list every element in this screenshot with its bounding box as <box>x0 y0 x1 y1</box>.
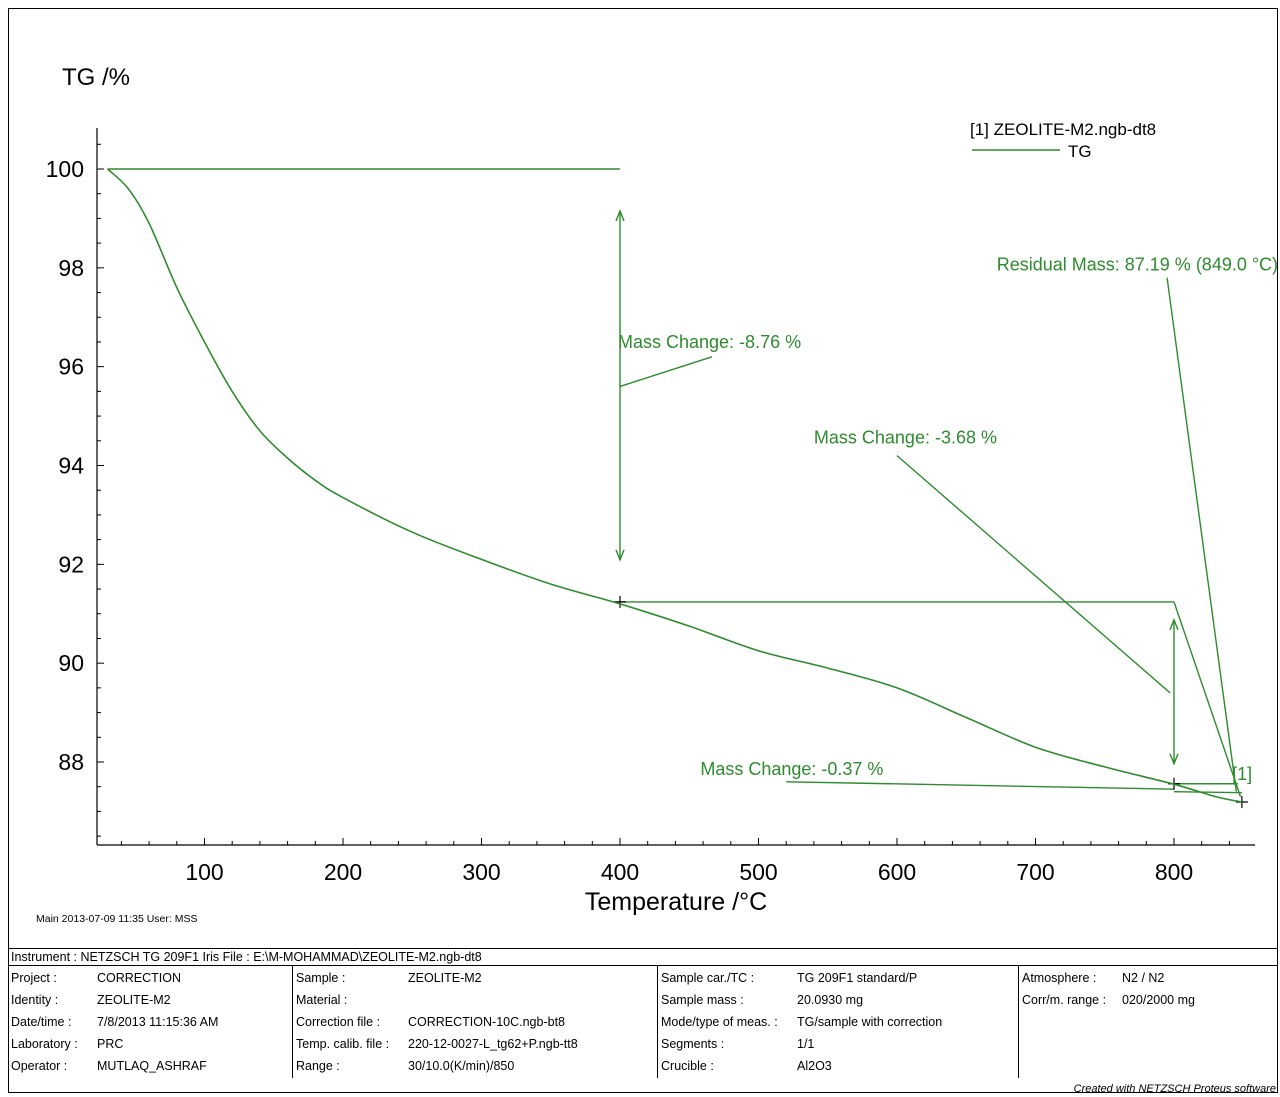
x-tick-label: 400 <box>601 859 639 885</box>
step1-arrow-head-down <box>615 549 625 562</box>
info-col3-key: Mode/type of meas. : <box>661 1015 778 1029</box>
info-col2-row: Temp. calib. file : 220-12-0027-L_tg62+P.… <box>296 1033 654 1055</box>
legend-series: TG <box>1068 142 1092 161</box>
info-col2-value: CORRECTION-10C.ngb-bt8 <box>408 1015 565 1029</box>
info-col2-row: Sample : ZEOLITE-M2 <box>296 967 654 989</box>
info-col3-key: Segments : <box>661 1037 725 1051</box>
residual-leader <box>1166 277 1238 792</box>
info-col3-value: Al2O3 <box>797 1059 832 1073</box>
info-col3-row: Mode/type of meas. : TG/sample with corre… <box>661 1011 1015 1033</box>
info-col2-value: 30/10.0(K/min)/850 <box>408 1059 515 1073</box>
info-col-1: Project : CORRECTION Identity : ZEOLITE-M2 D… <box>8 966 293 1079</box>
legend: [1] ZEOLITE-M2.ngb-dt8 TG <box>970 120 1156 161</box>
x-tick-label: 800 <box>1155 859 1193 885</box>
info-col1-value: MUTLAQ_ASHRAF <box>97 1059 207 1073</box>
info-col4-value: 020/2000 mg <box>1122 993 1195 1007</box>
y-tick-label: 100 <box>46 156 84 182</box>
y-axis-label: TG /% <box>62 64 130 91</box>
info-col2-value: ZEOLITE-M2 <box>408 971 482 985</box>
info-col-3: Sample car./TC : TG 209F1 standard/P Sampl… <box>657 965 1019 1078</box>
info-col3-value: TG/sample with correction <box>797 1015 943 1029</box>
x-tick-label: 700 <box>1016 859 1054 885</box>
step3-leader <box>786 781 1175 790</box>
y-tick-label: 88 <box>58 749 84 775</box>
info-col1-key: Date/time : <box>11 1015 72 1029</box>
info-col-2: Sample : ZEOLITE-M2 Material : Correction f… <box>292 965 658 1078</box>
step1-label: Mass Change: -8.76 % <box>618 332 801 352</box>
info-col1-key: Identity : <box>11 993 59 1007</box>
info-col1-value: 7/8/2013 11:15:36 AM <box>97 1015 219 1029</box>
legend-file: [1] ZEOLITE-M2.ngb-dt8 <box>970 120 1156 139</box>
info-col3-value: TG 209F1 standard/P <box>797 971 918 985</box>
step2-leader <box>896 455 1171 694</box>
info-col1-key: Project : <box>11 971 57 985</box>
info-col4-row: Corr/m. range : 020/2000 mg <box>1022 989 1275 1011</box>
report-frame <box>8 8 1278 1093</box>
info-col3-value: 20.0930 mg <box>797 993 864 1007</box>
info-col1-row: Date/time : 7/8/2013 11:15:36 AM <box>11 1011 289 1033</box>
info-col3-key: Crucible : <box>661 1059 714 1073</box>
step3-label: Mass Change: -0.37 % <box>700 759 883 779</box>
info-col2-key: Temp. calib. file : <box>296 1037 390 1051</box>
info-col3-row: Segments : 1/1 <box>661 1033 1015 1055</box>
y-tick-label: 90 <box>58 650 84 676</box>
tg-series-line <box>107 168 1243 803</box>
step2-arrow-head-down <box>1169 753 1179 766</box>
x-axis-label: Temperature /°C <box>585 888 767 916</box>
y-tick-label: 98 <box>58 255 84 281</box>
step1-leader <box>619 356 713 388</box>
x-tick-label: 500 <box>739 859 777 885</box>
info-col2-row: Material : <box>296 989 654 1011</box>
info-col1-row: Operator : MUTLAQ_ASHRAF <box>11 1055 289 1077</box>
info-col2-key: Sample : <box>296 971 346 985</box>
y-tick-label: 92 <box>58 551 84 577</box>
x-tick-label: 600 <box>878 859 916 885</box>
info-col3-key: Sample car./TC : <box>661 971 755 985</box>
info-col4-row: Atmosphere : N2 / N2 <box>1022 967 1275 989</box>
info-col2-value: 220-12-0027-L_tg62+P.ngb-tt8 <box>408 1037 578 1051</box>
info-col4-key: Atmosphere : <box>1022 971 1097 985</box>
step3-level-line <box>1173 790 1242 794</box>
info-col3-key: Sample mass : <box>661 993 744 1007</box>
info-col1-key: Laboratory : <box>11 1037 78 1051</box>
step2-arrow-head-up <box>1169 618 1179 631</box>
info-col2-key: Range : <box>296 1059 340 1073</box>
info-col3-row: Crucible : Al2O3 <box>661 1055 1015 1077</box>
info-col4-value: N2 / N2 <box>1122 971 1165 985</box>
info-table: Instrument : NETZSCH TG 209F1 Iris File … <box>8 948 1278 1078</box>
tg-chart: TG /% Temperature /°C 100 200 300 400 500 600… <box>46 64 1278 916</box>
axes: 100 200 300 400 500 600 700 800 88 90 92 94 96 98 100 <box>46 128 1255 885</box>
residual-label: Residual Mass: 87.19 % (849.0 °C) <box>997 254 1278 274</box>
info-col1-value: CORRECTION <box>97 971 182 985</box>
info-col-4: Atmosphere : N2 / N2 Corr/m. range : 020/20… <box>1018 965 1278 1078</box>
software-credit: Created with NETZSCH Proteus software <box>1073 1083 1276 1095</box>
main-info: Main 2013-07-09 11:35 User: MSS <box>36 913 198 925</box>
info-col1-key: Operator : <box>11 1059 68 1073</box>
step2-end-leader <box>1173 601 1242 797</box>
info-col3-row: Sample car./TC : TG 209F1 standard/P <box>661 967 1015 989</box>
step1-arrow-head-up <box>615 209 625 222</box>
info-col2-key: Correction file : <box>296 1015 381 1029</box>
x-tick-label: 200 <box>324 859 362 885</box>
info-col1-value: ZEOLITE-M2 <box>97 993 171 1007</box>
info-col2-row: Range : 30/10.0(K/min)/850 <box>296 1055 654 1077</box>
info-col1-value: PRC <box>97 1037 124 1051</box>
info-col1-row: Project : CORRECTION <box>11 967 289 989</box>
info-col1-row: Laboratory : PRC <box>11 1033 289 1055</box>
y-tick-label: 94 <box>58 453 84 479</box>
step2-label: Mass Change: -3.68 % <box>814 427 997 447</box>
info-col2-key: Material : <box>296 993 348 1007</box>
y-tick-label: 96 <box>58 354 84 380</box>
curve-marker-label: [1] <box>1232 764 1252 784</box>
info-col4-key: Corr/m. range : <box>1022 993 1107 1007</box>
info-col1-row: Identity : ZEOLITE-M2 <box>11 989 289 1011</box>
annotations: Mass Change: -8.76 % Mass Change: -3.68 %… <box>107 168 1278 809</box>
info-col3-row: Sample mass : 20.0930 mg <box>661 989 1015 1011</box>
info-col3-value: 1/1 <box>797 1037 815 1051</box>
instrument-row: Instrument : NETZSCH TG 209F1 Iris File … <box>8 948 1278 966</box>
info-col2-row: Correction file : CORRECTION-10C.ngb-bt8 <box>296 1011 654 1033</box>
x-tick-label: 100 <box>185 859 223 885</box>
x-tick-label: 300 <box>462 859 500 885</box>
